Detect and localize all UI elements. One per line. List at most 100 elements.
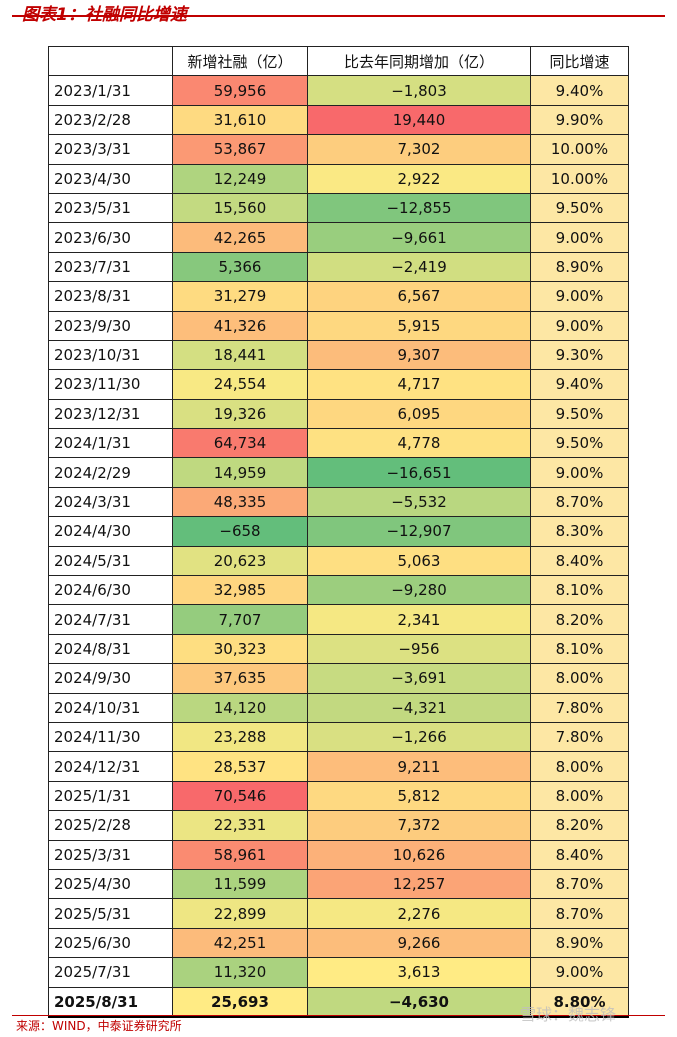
value-cell: 37,635 — [172, 663, 308, 694]
value-cell: 5,366 — [172, 251, 308, 283]
date-cell: 2025/7/31 — [48, 957, 173, 988]
date-cell: 2024/3/31 — [48, 486, 173, 518]
value-cell: 8.40% — [530, 839, 629, 870]
value-cell: −12,855 — [307, 192, 531, 224]
header-row: 新增社融（亿） 比去年同期增加（亿） 同比增速 — [48, 45, 629, 77]
value-cell: 64,734 — [172, 428, 308, 459]
value-cell: 8.10% — [530, 575, 629, 606]
date-cell: 2025/5/31 — [48, 898, 173, 929]
value-cell: 41,326 — [172, 310, 308, 341]
value-cell: 15,560 — [172, 192, 308, 224]
date-cell: 2023/12/31 — [48, 398, 173, 430]
rule — [12, 15, 665, 17]
value-cell: 9,266 — [307, 927, 531, 959]
value-cell: 11,599 — [172, 868, 308, 900]
row: 2025/3/31 58,961 10,626 8.40% — [48, 839, 629, 870]
value-cell: −3,691 — [307, 663, 531, 694]
value-cell: 8.40% — [530, 545, 629, 577]
row: 2024/2/29 14,959 −16,651 9.00% — [48, 457, 629, 488]
value-cell: −5,532 — [307, 486, 531, 518]
value-cell: 8.20% — [530, 604, 629, 635]
value-cell: 8.00% — [530, 751, 629, 782]
value-cell: 5,063 — [307, 545, 531, 577]
value-cell: 5,812 — [307, 780, 531, 812]
value-cell: 22,899 — [172, 898, 308, 929]
value-cell: 7.80% — [530, 721, 629, 753]
value-cell: 31,610 — [172, 104, 308, 136]
value-cell: 48,335 — [172, 486, 308, 518]
value-cell: 9.00% — [530, 310, 629, 341]
value-cell: −1,266 — [307, 721, 531, 753]
value-cell: 6,567 — [307, 281, 531, 312]
date-cell: 2024/9/30 — [48, 663, 173, 694]
date-cell: 2024/11/30 — [48, 721, 173, 753]
date-cell: 2024/4/30 — [48, 516, 173, 547]
date-cell: 2025/8/31 — [48, 986, 173, 1018]
value-cell: 7,302 — [307, 134, 531, 165]
date-cell: 2023/11/30 — [48, 369, 173, 400]
date-cell: 2024/6/30 — [48, 575, 173, 606]
value-cell: 8.90% — [530, 251, 629, 283]
row: 2024/12/31 28,537 9,211 8.00% — [48, 751, 629, 782]
value-cell: 12,249 — [172, 163, 308, 194]
row: 2024/3/31 48,335 −5,532 8.70% — [48, 486, 629, 518]
date-cell: 2023/8/31 — [48, 281, 173, 312]
row: 2023/5/31 15,560 −12,855 9.50% — [48, 192, 629, 224]
value-cell: 8.00% — [530, 663, 629, 694]
value-cell: 9.90% — [530, 104, 629, 136]
value-cell: 14,120 — [172, 692, 308, 723]
row: 2024/1/31 64,734 4,778 9.50% — [48, 428, 629, 459]
value-cell: −1,803 — [307, 75, 531, 106]
date-cell: 2023/4/30 — [48, 163, 173, 194]
value-cell: 8.10% — [530, 633, 629, 665]
value-cell: 4,717 — [307, 369, 531, 400]
date-cell: 2023/5/31 — [48, 192, 173, 224]
header-cell: 同比增速 — [530, 45, 629, 77]
date-cell: 2023/9/30 — [48, 310, 173, 341]
value-cell: 8.00% — [530, 780, 629, 812]
row: 2024/11/30 23,288 −1,266 7.80% — [48, 721, 629, 753]
value-cell: 8.70% — [530, 898, 629, 929]
row: 2024/5/31 20,623 5,063 8.40% — [48, 545, 629, 577]
header-cell — [48, 45, 173, 77]
row: 2025/5/31 22,899 2,276 8.70% — [48, 898, 629, 929]
row: 2023/9/30 41,326 5,915 9.00% — [48, 310, 629, 341]
value-cell: 42,251 — [172, 927, 308, 959]
value-cell: 9.00% — [530, 281, 629, 312]
value-cell: 25,693 — [172, 986, 308, 1018]
value-cell: 42,265 — [172, 222, 308, 253]
value-cell: 11,320 — [172, 957, 308, 988]
watermark: 雪球：魏志锋 — [520, 1005, 617, 1024]
date-cell: 2023/3/31 — [48, 134, 173, 165]
value-cell: 19,326 — [172, 398, 308, 430]
date-cell: 2024/5/31 — [48, 545, 173, 577]
row: 2023/1/31 59,956 −1,803 9.40% — [48, 75, 629, 106]
row: 2024/10/31 14,120 −4,321 7.80% — [48, 692, 629, 723]
value-cell: 3,613 — [307, 957, 531, 988]
value-cell: 9,211 — [307, 751, 531, 782]
date-cell: 2025/6/30 — [48, 927, 173, 959]
value-cell: 31,279 — [172, 281, 308, 312]
value-cell: 2,341 — [307, 604, 531, 635]
row: 2024/6/30 32,985 −9,280 8.10% — [48, 575, 629, 606]
row: 2025/1/31 70,546 5,812 8.00% — [48, 780, 629, 812]
value-cell: 4,778 — [307, 428, 531, 459]
row: 2023/10/31 18,441 9,307 9.30% — [48, 339, 629, 371]
date-cell: 2023/7/31 — [48, 251, 173, 283]
date-cell: 2024/7/31 — [48, 604, 173, 635]
value-cell: 9.50% — [530, 428, 629, 459]
row: 2024/7/31 7,707 2,341 8.20% — [48, 604, 629, 635]
date-cell: 2023/1/31 — [48, 75, 173, 106]
value-cell: 10.00% — [530, 134, 629, 165]
value-cell: −9,661 — [307, 222, 531, 253]
header-cell: 比去年同期增加（亿） — [307, 45, 531, 77]
value-cell: 59,956 — [172, 75, 308, 106]
value-cell: 8.90% — [530, 927, 629, 959]
table: 新增社融（亿） 比去年同期增加（亿） 同比增速 2023/1/31 59,956 −1,… — [48, 45, 629, 1018]
row: 2025/6/30 42,251 9,266 8.90% — [48, 927, 629, 959]
value-cell: 70,546 — [172, 780, 308, 812]
value-cell: 6,095 — [307, 398, 531, 430]
row: 2023/12/31 19,326 6,095 9.50% — [48, 398, 629, 430]
value-cell: 9.50% — [530, 192, 629, 224]
value-cell: −658 — [172, 516, 308, 547]
